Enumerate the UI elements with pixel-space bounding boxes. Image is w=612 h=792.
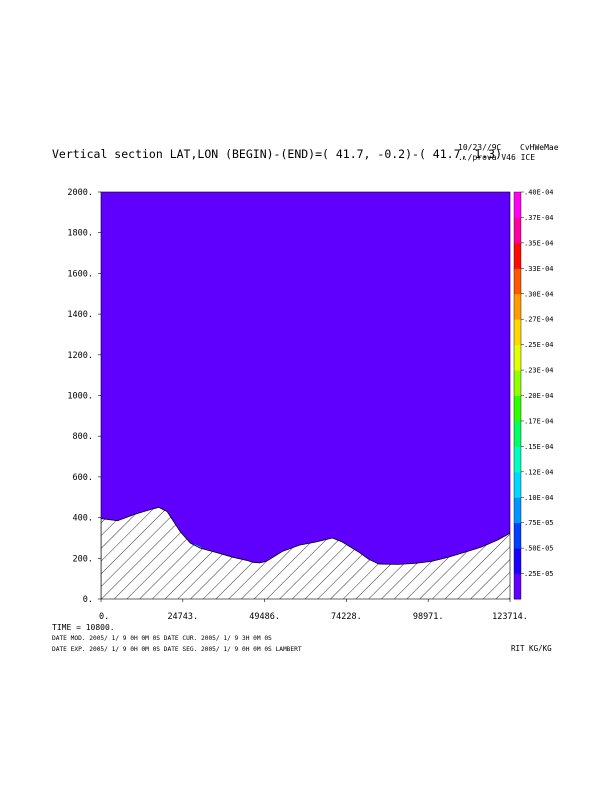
date-line-1: DATE MOD. 2005/ 1/ 9 0H 0M 0S DATE CUR. … <box>52 635 272 642</box>
terrain-hatch <box>101 506 510 599</box>
colorbar-label: .37E-04 <box>524 214 554 222</box>
plot-area <box>101 192 510 599</box>
colorbar-swatch <box>514 293 521 320</box>
y-tick-label: 2000. <box>67 188 93 198</box>
colorbar-label: .35E-04 <box>524 239 554 247</box>
colorbar-label: .50E-05 <box>524 545 554 553</box>
y-tick-label: 1600. <box>67 269 93 279</box>
x-tick-label: 123714. <box>492 612 528 622</box>
run-code: CvHWeMae <box>520 143 559 152</box>
colorbar-label: .30E-04 <box>524 290 554 298</box>
colorbar-label: .12E-04 <box>524 468 554 476</box>
colorbar-label: .15E-04 <box>524 443 554 451</box>
y-tick-label: 800. <box>73 432 93 442</box>
colorbar-label: .10E-04 <box>524 494 554 502</box>
colorbar-swatch <box>514 522 521 549</box>
x-tick-label: 0. <box>99 612 109 622</box>
x-tick-label: 24743. <box>167 612 198 622</box>
colorbar-swatch <box>514 319 521 346</box>
colorbar-swatch <box>514 217 521 244</box>
colorbar-label: .40E-04 <box>524 189 554 197</box>
colorbar-swatch <box>514 446 521 473</box>
colorbar-label: .27E-04 <box>524 316 554 324</box>
x-tick-label: 74228. <box>331 612 362 622</box>
colorbar-swatch <box>514 420 521 447</box>
run-path: ../prova V46 ICE <box>458 153 535 162</box>
y-tick-label: 600. <box>73 473 93 483</box>
colorbar-swatch <box>514 344 521 371</box>
colorbar-swatch <box>514 395 521 422</box>
colorbar-label: .25E-04 <box>524 341 554 349</box>
colorbar-label: .75E-05 <box>524 519 554 527</box>
colorbar-label: .23E-04 <box>524 367 554 375</box>
colorbar-swatch <box>514 268 521 295</box>
colorbar-label: .17E-04 <box>524 417 554 425</box>
colorbar-label: .33E-04 <box>524 265 554 273</box>
date-line-2: DATE EXP. 2005/ 1/ 9 0H 0M 0S DATE SEG. … <box>52 646 302 653</box>
y-tick-label: 1200. <box>67 351 93 361</box>
y-tick-label: 200. <box>73 554 93 564</box>
colorbar-swatch <box>514 370 521 396</box>
colorbar-swatch <box>514 497 521 524</box>
colorbar-swatch <box>514 192 521 218</box>
x-tick-label: 49486. <box>249 612 280 622</box>
colorbar-swatch <box>514 548 521 575</box>
y-tick-label: 400. <box>73 514 93 524</box>
y-tick-label: 0. <box>83 595 93 605</box>
chart-title: Vertical section LAT,LON (BEGIN)-(END)=(… <box>52 147 502 161</box>
colorbar-label: .20E-04 <box>524 392 554 400</box>
colorbar-swatch <box>514 573 521 600</box>
run-date: 10/23//9C <box>458 143 502 152</box>
x-tick-label: 98971. <box>413 612 444 622</box>
y-tick-label: 1400. <box>67 310 93 320</box>
colorbar-swatch <box>514 471 521 498</box>
y-axis: 0. 200. 400. 600. 800. 1000. 1200. 1400. 1600. 18… <box>67 188 101 605</box>
colorbar-swatch <box>514 242 521 269</box>
y-tick-label: 1800. <box>67 229 93 239</box>
colorbar: .25E-05 .50E-05 .75E-05 .10E-04 .12E-04 .15E-… <box>513 189 554 600</box>
colorbar-label: .25E-05 <box>524 570 554 578</box>
units-label: RIT KG/KG <box>511 644 552 653</box>
y-tick-label: 1000. <box>67 392 93 402</box>
x-axis: 0. 24743. 49486. 74228. 98971. 123714. <box>99 599 528 622</box>
time-label: TIME = 10800. <box>52 623 115 632</box>
